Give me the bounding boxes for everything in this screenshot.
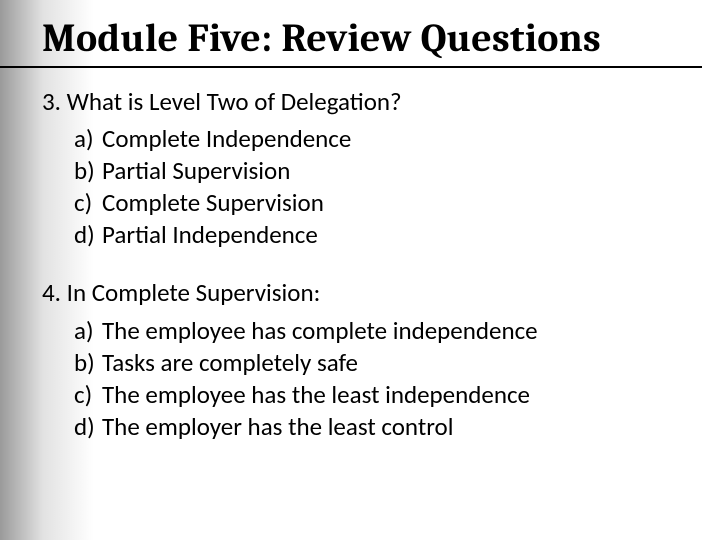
question-text: What is Level Two of Delegation? xyxy=(67,86,402,117)
option-row: d) Partial Independence xyxy=(74,219,692,251)
option-label: a) xyxy=(74,315,102,347)
question-block: 4. In Complete Supervision: a) The emplo… xyxy=(42,277,692,442)
slide-body: 3. What is Level Two of Delegation? a) C… xyxy=(0,68,720,443)
option-text: Tasks are completely safe xyxy=(102,347,358,379)
option-text: The employee has the least independence xyxy=(102,379,530,411)
slide: Module Five: Review Questions 3. What is… xyxy=(0,0,720,540)
option-row: a) Complete Independence xyxy=(74,123,692,155)
option-label: c) xyxy=(74,187,102,219)
slide-title: Module Five: Review Questions xyxy=(0,0,702,68)
option-row: b) Tasks are completely safe xyxy=(74,347,692,379)
option-label: b) xyxy=(74,347,102,379)
question-block: 3. What is Level Two of Delegation? a) C… xyxy=(42,86,692,251)
option-text: Complete Supervision xyxy=(102,187,324,219)
option-row: c) The employee has the least independen… xyxy=(74,379,692,411)
option-label: d) xyxy=(74,411,102,443)
options-list: a) Complete Independence b) Partial Supe… xyxy=(42,123,692,251)
option-text: Partial Independence xyxy=(102,219,318,251)
option-text: The employee has complete independence xyxy=(102,315,538,347)
question-number: 4. xyxy=(42,277,61,308)
option-row: c) Complete Supervision xyxy=(74,187,692,219)
question-stem: 4. In Complete Supervision: xyxy=(42,277,692,308)
option-row: b) Partial Supervision xyxy=(74,155,692,187)
option-text: Partial Supervision xyxy=(102,155,290,187)
option-label: a) xyxy=(74,123,102,155)
option-label: c) xyxy=(74,379,102,411)
option-row: d) The employer has the least control xyxy=(74,411,692,443)
question-number: 3. xyxy=(42,86,61,117)
option-label: b) xyxy=(74,155,102,187)
question-text: In Complete Supervision: xyxy=(67,277,321,308)
option-label: d) xyxy=(74,219,102,251)
option-row: a) The employee has complete independenc… xyxy=(74,315,692,347)
options-list: a) The employee has complete independenc… xyxy=(42,315,692,443)
option-text: The employer has the least control xyxy=(102,411,453,443)
question-stem: 3. What is Level Two of Delegation? xyxy=(42,86,692,117)
option-text: Complete Independence xyxy=(102,123,351,155)
